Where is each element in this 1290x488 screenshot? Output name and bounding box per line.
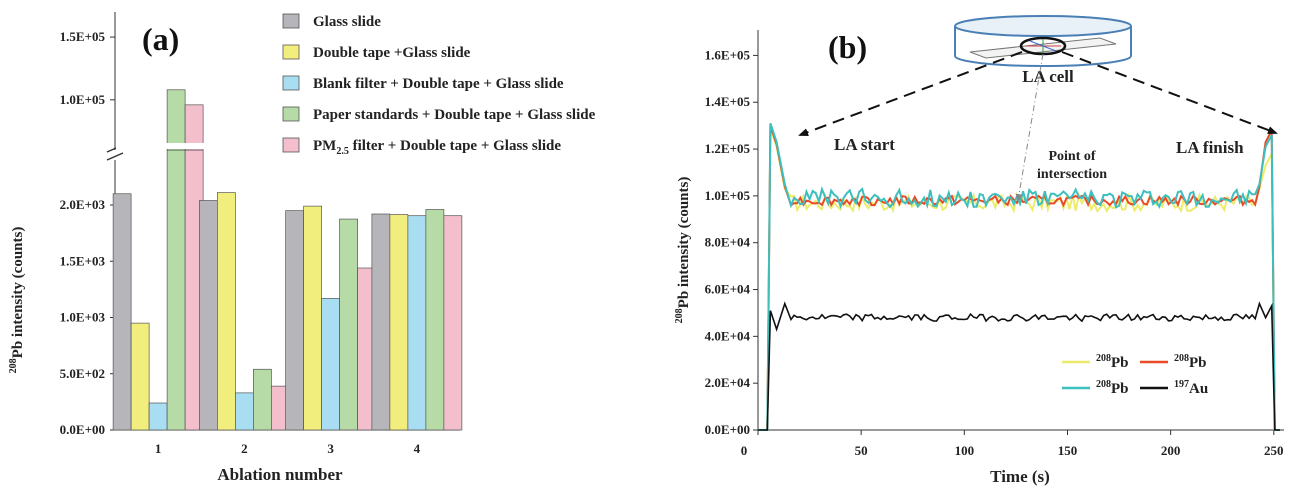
bar — [148, 402, 168, 431]
legend-swatch — [282, 13, 300, 29]
bar — [112, 193, 132, 431]
bar — [371, 213, 391, 431]
x-tick-label: 4 — [414, 441, 421, 456]
point-of-label: Point of — [1048, 149, 1095, 164]
bar — [407, 215, 427, 431]
y-tick-label: 0.0E+00 — [705, 422, 750, 437]
panel-b-y-axis-label: 208Pb intensity (counts) — [674, 177, 692, 324]
bar — [389, 214, 409, 431]
panel-b-y-axis-label-sup: 208 — [674, 308, 685, 323]
bar — [285, 210, 304, 431]
series-line — [758, 122, 1280, 431]
legend-label: Double tape +Glass slide — [313, 45, 471, 61]
y-tick-label: 1.0E+03 — [60, 310, 106, 325]
panel-b-label: (b) — [828, 29, 867, 65]
y-tick-label: 4.0E+04 — [705, 328, 751, 343]
legend-swatch — [282, 44, 300, 60]
series-line — [758, 301, 1280, 431]
bar — [425, 209, 445, 431]
la-cell-top-ellipse — [954, 15, 1132, 37]
la-cell-label: LA cell — [1022, 67, 1074, 86]
panel-b-y-axis-label-main: Pb intensity (counts) — [676, 177, 692, 309]
legend-label: 208Pb — [1096, 379, 1129, 397]
legend-swatch — [282, 137, 300, 153]
x-tick-label: 50 — [855, 443, 868, 458]
la-cell-bottom-arc — [954, 55, 1132, 67]
bar — [166, 149, 186, 431]
y-tick-label: 1.0E+05 — [705, 188, 751, 203]
la-cell-sample-line-3 — [1029, 40, 1057, 52]
x-tick-label: 100 — [955, 443, 975, 458]
panel-a-y-axis-label: 208Pb intensity (counts) — [8, 227, 26, 374]
bar — [303, 205, 322, 431]
y-tick-label: 6.0E+04 — [705, 282, 751, 297]
svg-text:208Pb intensity (counts): 208Pb intensity (counts) — [8, 227, 26, 374]
bar — [166, 89, 186, 151]
la-cell-diagram: LA cell — [954, 15, 1132, 86]
panel-a-x-axis-label: Ablation number — [217, 465, 343, 484]
legend-swatch — [282, 75, 300, 91]
panel-a-legend: Glass slide Double tape +Glass slide Blank… — [282, 13, 596, 157]
x-tick-label: 0 — [741, 443, 748, 458]
svg-text:208Pb intensity (counts): 208Pb intensity (counts) — [674, 177, 692, 324]
legend-label: 208Pb — [1096, 353, 1129, 371]
bar — [253, 368, 272, 431]
panel-a-y-axis-label-sup: 208 — [8, 358, 19, 373]
bar — [130, 322, 150, 431]
la-finish-label: LA finish — [1176, 138, 1244, 157]
bar — [339, 218, 358, 431]
panel-a-y-axis-label-main: Pb intensity (counts) — [10, 227, 26, 359]
y-tick-label: 2.0E+03 — [60, 197, 106, 212]
la-start-arrow — [798, 51, 1023, 136]
panel-b-x-axis-label: Time (s) — [990, 467, 1050, 486]
legend-label: PM2.5 filter + Double tape + Glass slide — [313, 138, 561, 157]
intersection-arrow — [1015, 53, 1044, 202]
bar — [217, 192, 236, 431]
panel-a-label: (a) — [142, 21, 179, 57]
y-tick-label: 2.0E+04 — [705, 375, 751, 390]
x-tick-label: 200 — [1161, 443, 1181, 458]
y-tick-label: 1.5E+03 — [60, 253, 106, 268]
panel-b-line-chart: (b) Time (s) 208Pb intensity (counts) 0.… — [674, 15, 1284, 486]
legend-label: Glass slide — [313, 14, 381, 30]
legend-label: Blank filter + Double tape + Glass slide — [313, 76, 564, 92]
legend-swatch — [282, 106, 300, 122]
bar — [184, 104, 204, 151]
y-tick-label: 5.0E+02 — [60, 366, 105, 381]
x-tick-label: 1 — [155, 441, 162, 456]
x-tick-label: 150 — [1058, 443, 1078, 458]
panel-b-legend: 208Pb 208Pb 208Pb 197Au — [1062, 353, 1208, 397]
x-tick-label: 3 — [327, 441, 334, 456]
panel-a-bar-chart: (a) Ablation number 208Pb intensity (cou… — [8, 12, 596, 484]
legend-label: 197Au — [1174, 379, 1208, 397]
x-tick-label: 2 — [241, 441, 248, 456]
y-tick-label: 1.5E+05 — [60, 29, 106, 44]
y-tick-label: 1.6E+05 — [705, 47, 751, 62]
legend-label: Paper standards + Double tape + Glass sl… — [313, 107, 596, 123]
y-tick-label: 0.0E+00 — [60, 422, 105, 437]
legend-label: 208Pb — [1174, 353, 1207, 371]
intersection-label: intersection — [1037, 167, 1107, 182]
bar — [321, 298, 340, 431]
y-tick-label: 1.4E+05 — [705, 94, 751, 109]
y-tick-label: 1.0E+05 — [60, 92, 106, 107]
bar — [199, 200, 218, 431]
bar — [443, 215, 463, 431]
x-tick-label: 250 — [1264, 443, 1284, 458]
y-tick-label: 1.2E+05 — [705, 141, 751, 156]
bar — [235, 392, 254, 431]
la-finish-arrow — [1061, 51, 1278, 134]
la-start-label: LA start — [834, 135, 895, 154]
axis-break-mark-bottom — [106, 152, 124, 161]
y-tick-label: 8.0E+04 — [705, 235, 751, 250]
